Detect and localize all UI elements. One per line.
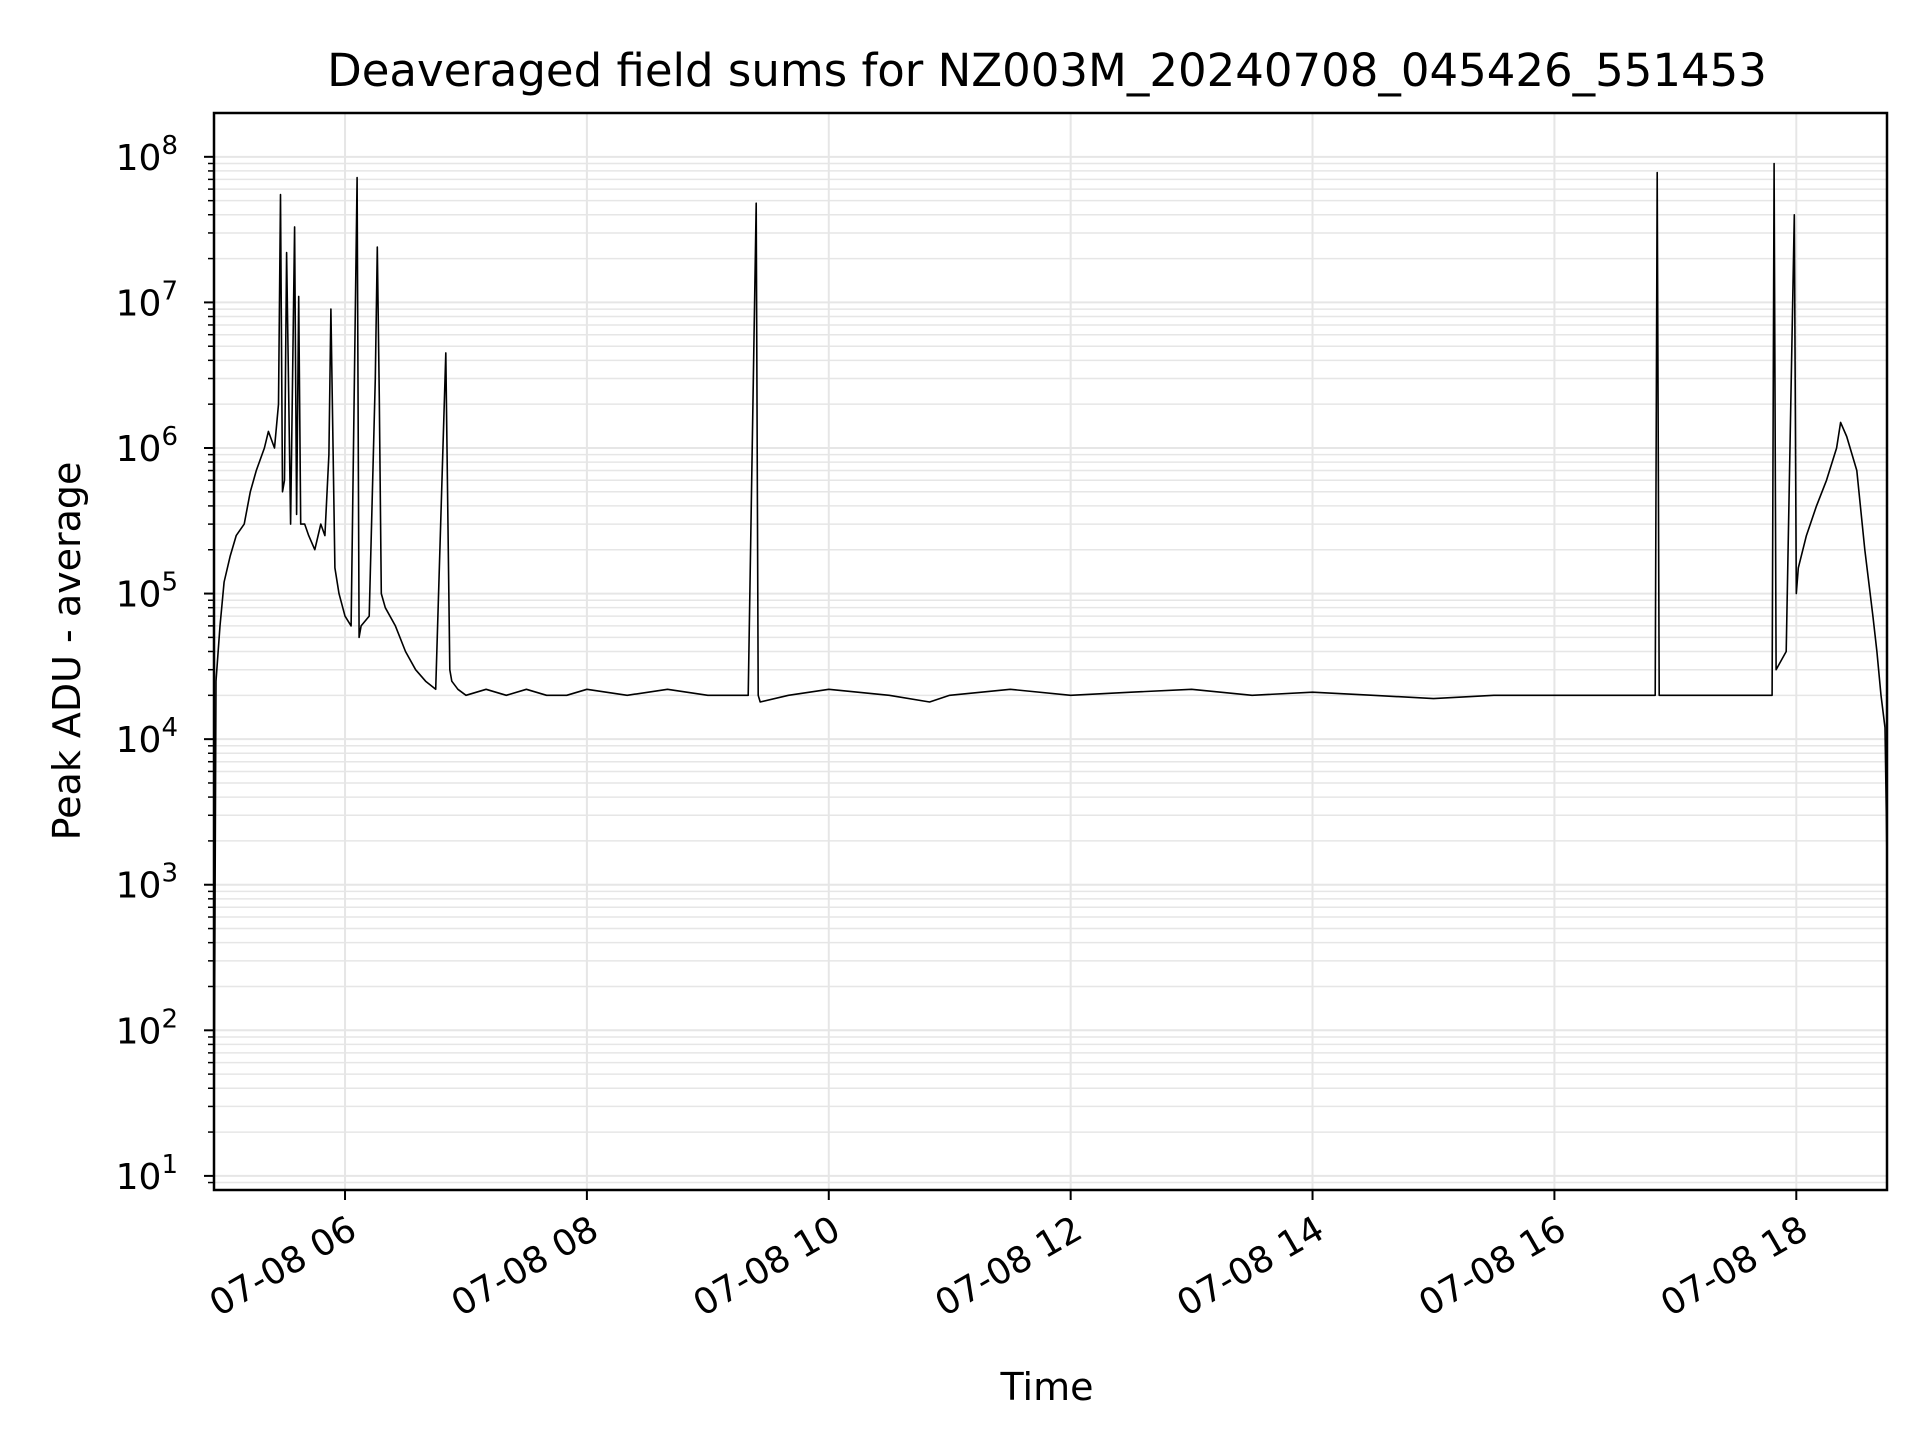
series-line [213,162,1888,1139]
y-axis-label: Peak ADU - average [45,462,89,841]
x-axis-label: Time [1000,1365,1094,1409]
grid [214,113,1887,1190]
y-tick-label: 106 [116,422,178,470]
y-tick-label: 102 [116,1004,178,1052]
x-tick-label: 07-08 18 [1654,1209,1815,1325]
y-axis: 101 102 103 104 105 106 107 108 [116,131,214,1198]
x-tick-label: 07-08 10 [687,1209,848,1325]
y-tick-label: 103 [116,859,178,907]
y-tick-label: 108 [116,131,178,179]
y-tick-label: 101 [116,1150,178,1198]
x-axis: 07-08 06 07-08 08 07-08 10 07-08 12 07-08 14… [203,1190,1815,1325]
x-tick-label: 07-08 08 [445,1209,606,1325]
x-tick-label: 07-08 14 [1170,1209,1331,1325]
data-series [213,162,1888,1139]
y-tick-label: 105 [116,568,178,616]
y-tick-label: 107 [116,276,178,324]
x-tick-label: 07-08 12 [928,1209,1089,1325]
y-tick-label: 104 [116,713,178,761]
x-tick-label: 07-08 16 [1412,1209,1573,1325]
x-tick-label: 07-08 06 [203,1209,364,1325]
chart-title: Deaveraged field sums for NZ003M_2024070… [327,44,1767,97]
